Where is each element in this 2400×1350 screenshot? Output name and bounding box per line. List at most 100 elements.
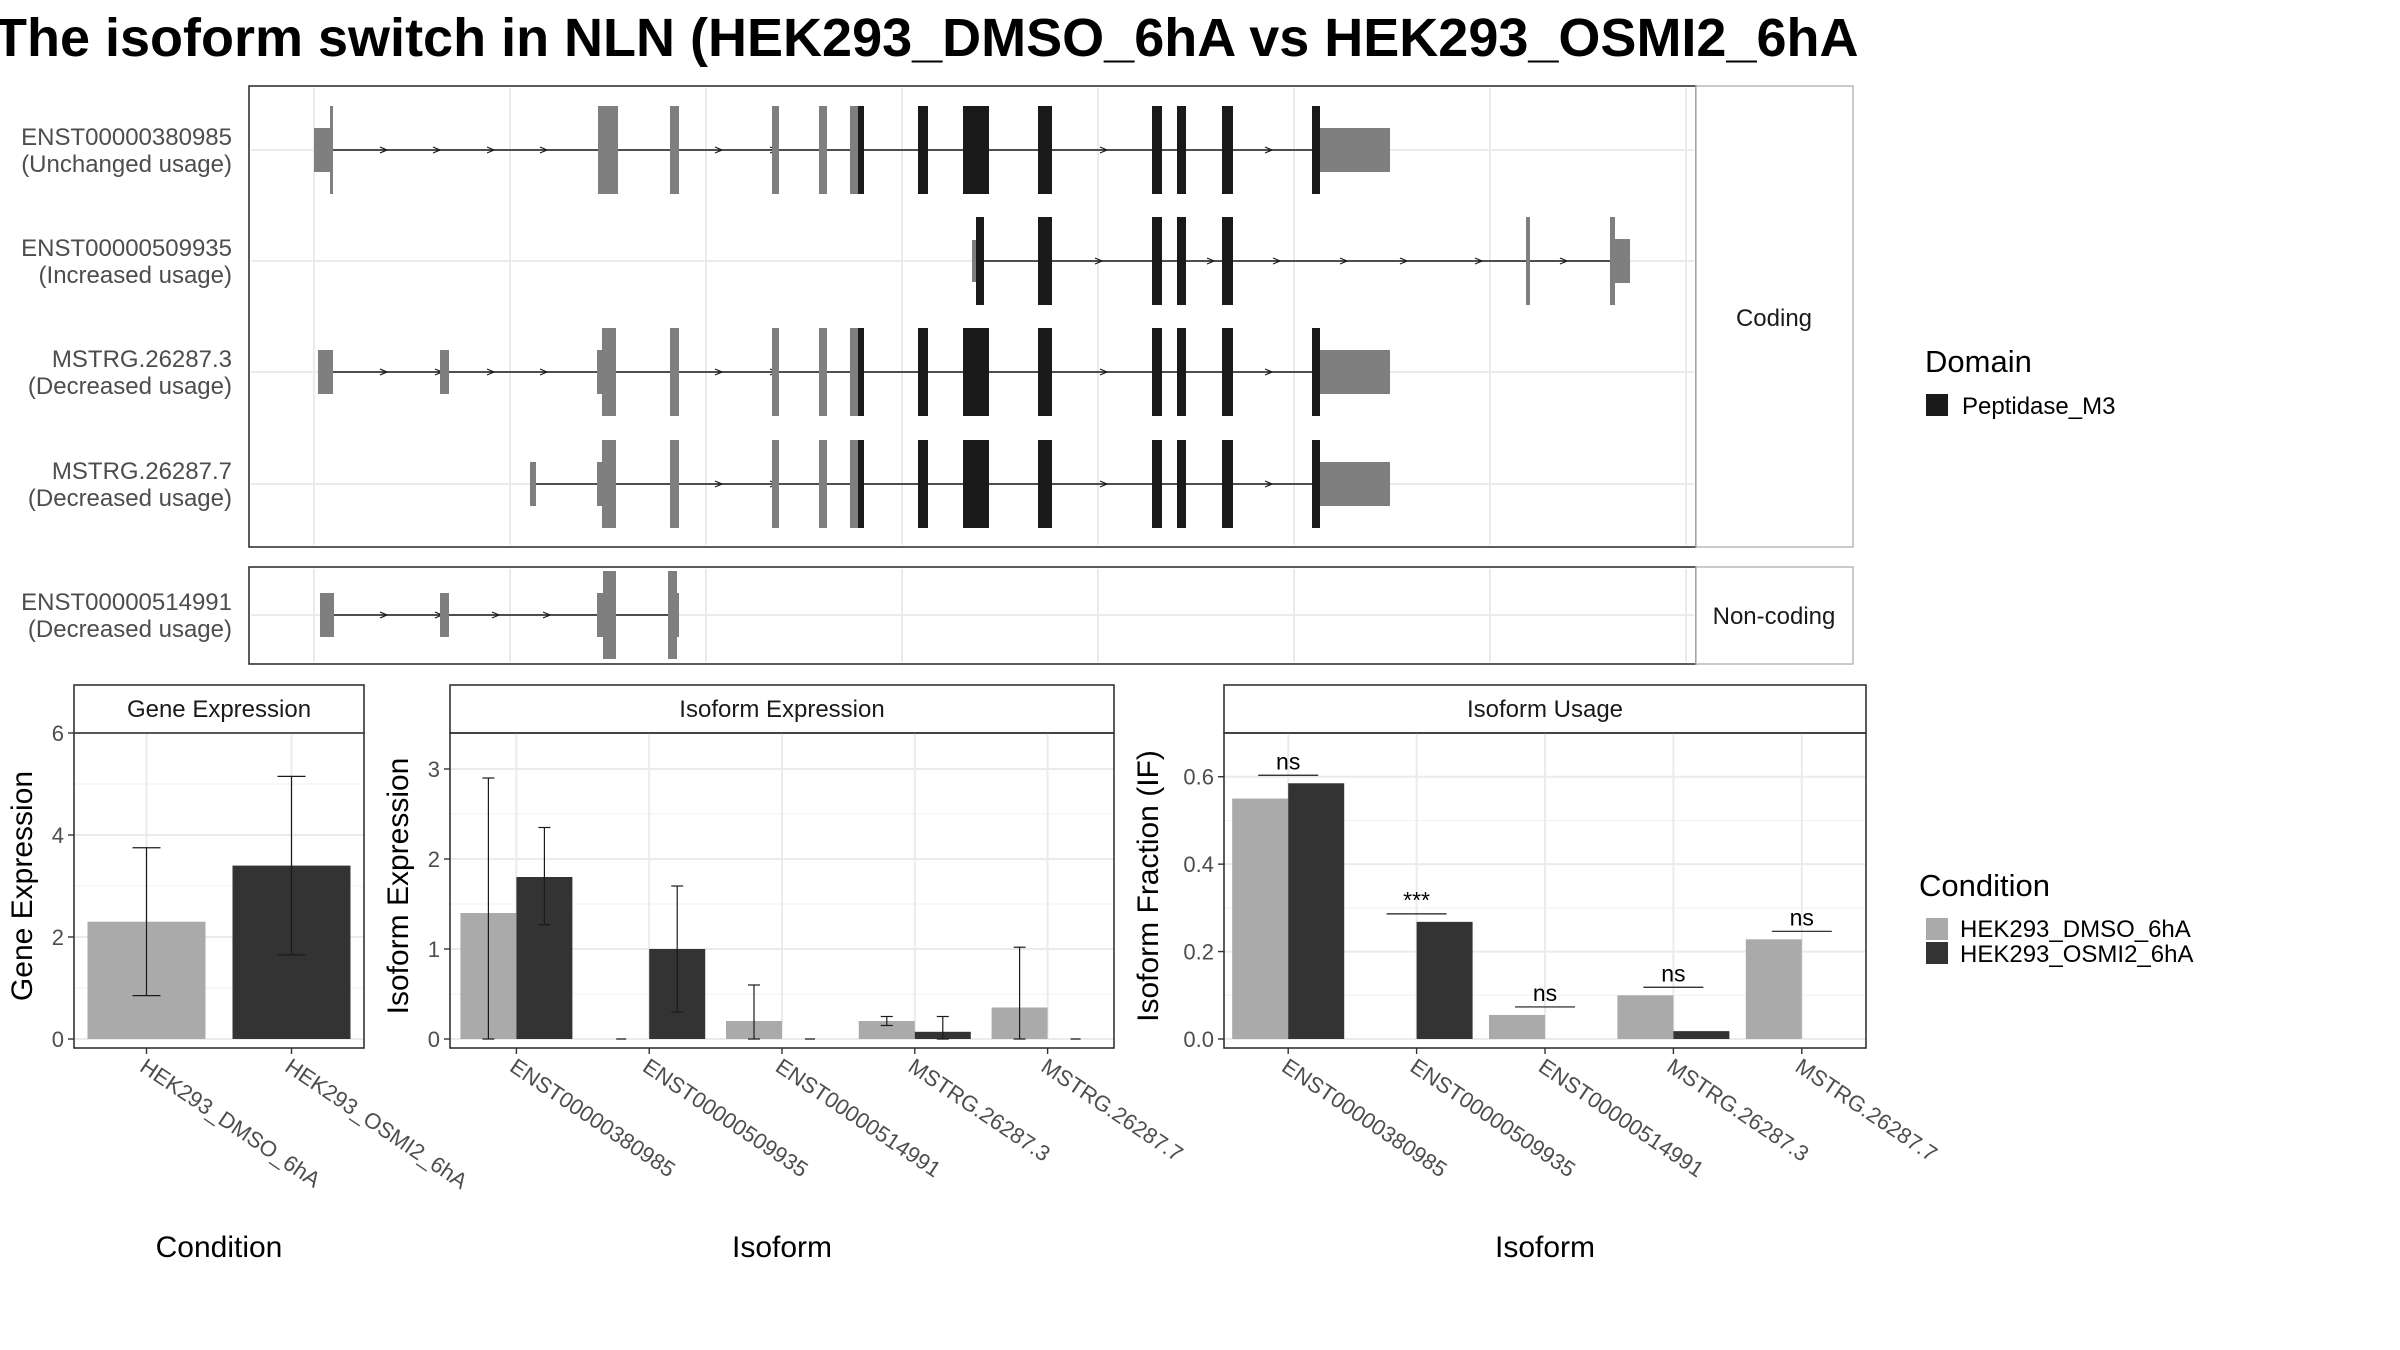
x-tick-label: MSTRG.26287.7 [1791, 1053, 1942, 1166]
significance-label: *** [1403, 887, 1430, 913]
domain-legend-title: Domain [1925, 344, 2032, 379]
y-axis-title: Gene Expression [6, 771, 39, 1001]
panel-border [73, 732, 365, 1049]
condition-legend: Condition HEK293_DMSO_6hA HEK293_OSMI2_6… [1919, 868, 2193, 968]
exon [850, 106, 858, 194]
exon [772, 440, 779, 528]
transcript-row: ENST00000380985(Unchanged usage) [21, 106, 1390, 194]
y-tick-label: 0.2 [1183, 940, 1214, 965]
intron-arrow [486, 368, 496, 376]
exon [772, 328, 779, 416]
exon [850, 440, 858, 528]
intron-arrow [379, 611, 389, 619]
exon [819, 440, 827, 528]
bar [1673, 1031, 1730, 1039]
significance-label: ns [1276, 748, 1300, 774]
significance-label: ns [1661, 960, 1685, 986]
transcript-usage-label: (Decreased usage) [28, 485, 232, 512]
transcript-row: MSTRG.26287.7(Decreased usage) [28, 440, 1390, 528]
intron-arrow [1339, 257, 1349, 265]
intron-arrow [542, 611, 552, 619]
exon [603, 571, 616, 659]
domain-exon [1222, 328, 1233, 416]
intron-arrow [1474, 257, 1484, 265]
x-axis-title: Condition [156, 1231, 283, 1264]
bar [1288, 783, 1345, 1039]
exon [1320, 128, 1390, 172]
domain-exon [1312, 106, 1320, 194]
exon [972, 240, 976, 282]
coding-strip [1695, 85, 1854, 548]
y-tick-label: 4 [52, 823, 64, 848]
intron-arrow [379, 146, 389, 154]
intron-arrow [1264, 480, 1274, 488]
intron-arrow [1099, 146, 1109, 154]
transcript-row: ENST00000514991(Decreased usage) [21, 571, 679, 659]
exon [670, 106, 679, 194]
domain-exon [1177, 328, 1186, 416]
intron-arrow [1399, 257, 1409, 265]
condition-legend-title: Condition [1919, 868, 2050, 903]
transcript-usage-label: (Unchanged usage) [21, 151, 232, 178]
coding-strip-label: Coding [1736, 305, 1812, 332]
domain-exon [1152, 106, 1162, 194]
exon [597, 462, 602, 506]
intron-arrow [1206, 257, 1216, 265]
intron-arrow [491, 611, 501, 619]
intron-arrow [714, 146, 724, 154]
exon [330, 106, 333, 194]
domain-exon [918, 328, 928, 416]
domain-exon [1038, 106, 1052, 194]
intron-arrow [1559, 257, 1569, 265]
domain-exon [858, 328, 864, 416]
domain-legend: Domain Peptidase_M3 [1925, 344, 2115, 420]
domain-exon [918, 440, 928, 528]
intron-arrow [714, 480, 724, 488]
significance-label: ns [1533, 980, 1557, 1006]
transcript-usage-label: (Decreased usage) [28, 616, 232, 643]
domain-exon [858, 440, 864, 528]
domain-legend-item: Peptidase_M3 [1962, 393, 2115, 420]
y-axis-title: Isoform Expression [382, 758, 415, 1015]
y-tick-label: 0 [428, 1027, 440, 1052]
exon [530, 462, 536, 506]
intron-arrow [432, 146, 442, 154]
domain-exon [918, 106, 928, 194]
y-tick-label: 0.6 [1183, 765, 1214, 790]
y-tick-label: 1 [428, 937, 440, 962]
y-tick-label: 2 [52, 925, 64, 950]
x-axis-title: Isoform [732, 1231, 832, 1264]
transcript-row: ENST00000509935(Increased usage) [21, 217, 1630, 305]
transcript-id-label: ENST00000514991 [21, 589, 232, 616]
y-tick-label: 6 [52, 721, 64, 746]
exon [670, 440, 679, 528]
intron-arrow [379, 368, 389, 376]
exon [320, 593, 334, 637]
intron-arrow [486, 146, 496, 154]
noncoding-strip [1695, 566, 1854, 665]
domain-exon [1152, 328, 1162, 416]
domain-exon [1222, 106, 1233, 194]
exon [597, 593, 603, 637]
exon [314, 128, 330, 172]
exon [819, 328, 827, 416]
significance-label: ns [1790, 904, 1814, 930]
domain-exon [1177, 217, 1186, 305]
condition-legend-swatch-osmi2 [1926, 942, 1948, 964]
y-tick-label: 3 [428, 757, 440, 782]
exon [318, 350, 333, 394]
domain-exon [1312, 440, 1320, 528]
domain-exon [1152, 217, 1162, 305]
transcript-usage-label: (Decreased usage) [28, 373, 232, 400]
intron-arrow [539, 146, 549, 154]
exon [597, 350, 602, 394]
panel-strip-title: Isoform Expression [679, 696, 884, 723]
transcript-id-label: ENST00000509935 [21, 235, 232, 262]
figure-title: The isoform switch in NLN (HEK293_DMSO_6… [0, 8, 1859, 68]
y-tick-label: 0 [52, 1027, 64, 1052]
domain-exon [963, 106, 989, 194]
transcript-id-label: MSTRG.26287.3 [52, 346, 232, 373]
transcript-structure-panel: ENST00000380985(Unchanged usage) ENST0000… [21, 85, 1854, 665]
domain-exon [1038, 328, 1052, 416]
